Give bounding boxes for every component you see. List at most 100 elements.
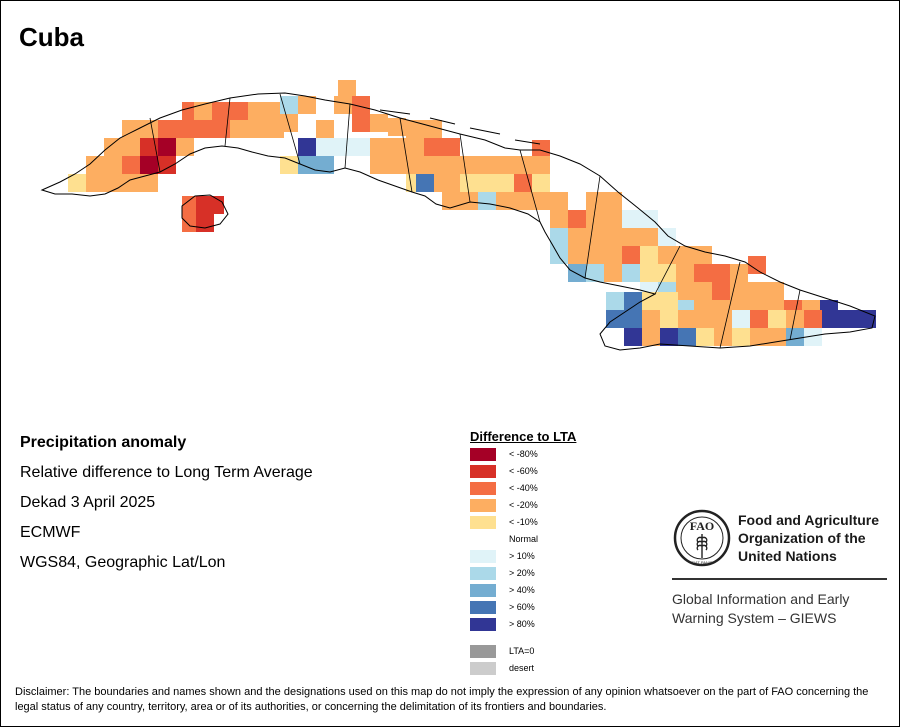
anomaly-map: [40, 80, 876, 351]
anomaly-cell: [182, 196, 200, 214]
anomaly-cell: [622, 210, 640, 228]
map-title: Cuba: [19, 22, 84, 52]
anomaly-cell: [496, 156, 514, 174]
system-name: Global Information and Early Warning Sys…: [672, 590, 892, 628]
anomaly-cell: [460, 174, 478, 192]
anomaly-cell: [370, 114, 388, 132]
legend-swatch: [470, 601, 496, 614]
legend-label: < -40%: [509, 483, 538, 493]
legend-label: desert: [509, 663, 535, 673]
anomaly-cell: [140, 120, 158, 138]
anomaly-cell: [424, 156, 442, 174]
anomaly-cell: [532, 192, 550, 210]
anomaly-cell: [416, 174, 434, 192]
disclaimer-text: Disclaimer: The boundaries and names sho…: [15, 686, 869, 713]
anomaly-cell: [732, 310, 750, 328]
anomaly-cell: [822, 310, 840, 328]
anomaly-cell: [696, 328, 714, 346]
anomaly-cell: [748, 256, 766, 274]
legend-swatch: [470, 567, 496, 580]
info-line-source: ECMWF: [20, 524, 81, 541]
anomaly-cell: [676, 264, 694, 282]
anomaly-cell: [804, 310, 822, 328]
province-boundaries: [149, 93, 801, 349]
anomaly-cell: [104, 174, 122, 192]
anomaly-cell: [370, 156, 388, 174]
anomaly-cell: [694, 282, 712, 300]
anomaly-cell: [660, 328, 678, 346]
anomaly-cell: [586, 210, 604, 228]
anomaly-cell: [658, 246, 676, 264]
legend-swatch: [470, 465, 496, 478]
main-island-outline: [40, 92, 876, 351]
anomaly-cell: [406, 138, 424, 156]
org-name-line: Food and Agriculture: [738, 512, 880, 528]
anomaly-cell: [568, 228, 586, 246]
anomaly-cell: [606, 292, 624, 310]
anomaly-cell: [604, 264, 622, 282]
anomaly-cell: [604, 210, 622, 228]
anomaly-cell: [68, 174, 86, 192]
anomaly-cell: [478, 156, 496, 174]
anomaly-cell: [158, 120, 176, 138]
anomaly-cell: [370, 138, 388, 156]
anomaly-cell: [248, 102, 266, 120]
anomaly-cell: [212, 102, 230, 120]
anomaly-cell: [442, 138, 460, 156]
anomaly-cell: [532, 174, 550, 192]
anomaly-cell: [586, 228, 604, 246]
anomaly-cell: [568, 210, 586, 228]
anomaly-cell: [352, 138, 370, 156]
anomaly-cell: [732, 328, 750, 346]
legend-label: < -10%: [509, 517, 538, 527]
anomaly-cell: [388, 156, 406, 174]
anomaly-cell: [694, 246, 712, 264]
anomaly-cell: [604, 246, 622, 264]
anomaly-cell: [624, 292, 642, 310]
legend-label: LTA=0: [509, 646, 535, 656]
anomaly-cell: [840, 310, 858, 328]
info-title: Precipitation anomaly: [20, 434, 187, 451]
anomaly-cell: [388, 118, 406, 136]
anomaly-cell: [266, 102, 284, 120]
anomaly-cell: [442, 156, 460, 174]
legend-swatch: [470, 499, 496, 512]
anomaly-cell: [122, 138, 140, 156]
anomaly-cell: [696, 310, 714, 328]
anomaly-cell: [640, 228, 658, 246]
anomaly-cell: [766, 282, 784, 300]
anomaly-cell: [550, 246, 568, 264]
anomaly-cell: [550, 228, 568, 246]
anomaly-cell: [496, 174, 514, 192]
anomaly-cell: [478, 192, 496, 210]
anomaly-cell: [316, 120, 334, 138]
anomaly-cell: [804, 328, 822, 346]
anomaly-cell: [676, 246, 694, 264]
fao-logo-motto: FIAT PANIS: [691, 560, 712, 565]
anomaly-cell: [624, 328, 642, 346]
anomaly-cell: [586, 246, 604, 264]
anomaly-cell: [642, 328, 660, 346]
anomaly-cell: [298, 138, 316, 156]
anomaly-cell: [678, 328, 696, 346]
anomaly-cell: [122, 156, 140, 174]
anomaly-cell: [248, 120, 266, 138]
legend-swatch: [470, 645, 496, 658]
anomaly-cell: [532, 156, 550, 174]
anomaly-cell: [182, 214, 200, 232]
anomaly-cell: [786, 310, 804, 328]
anomaly-cell: [658, 264, 676, 282]
anomaly-cell: [266, 120, 284, 138]
cuba-coastline: [40, 92, 876, 351]
legend-swatch: [470, 662, 496, 675]
info-line-projection: WGS84, Geographic Lat/Lon: [20, 554, 226, 571]
info-line-subtitle: Relative difference to Long Term Average: [20, 464, 313, 481]
anomaly-cell: [730, 264, 748, 282]
legend-title: Difference to LTA: [470, 429, 577, 444]
anomaly-cell: [496, 192, 514, 210]
anomaly-cell: [604, 192, 622, 210]
anomaly-cell: [140, 138, 158, 156]
legend-label: > 40%: [509, 585, 535, 595]
anomaly-cell: [442, 192, 460, 210]
anomaly-cell: [568, 264, 586, 282]
